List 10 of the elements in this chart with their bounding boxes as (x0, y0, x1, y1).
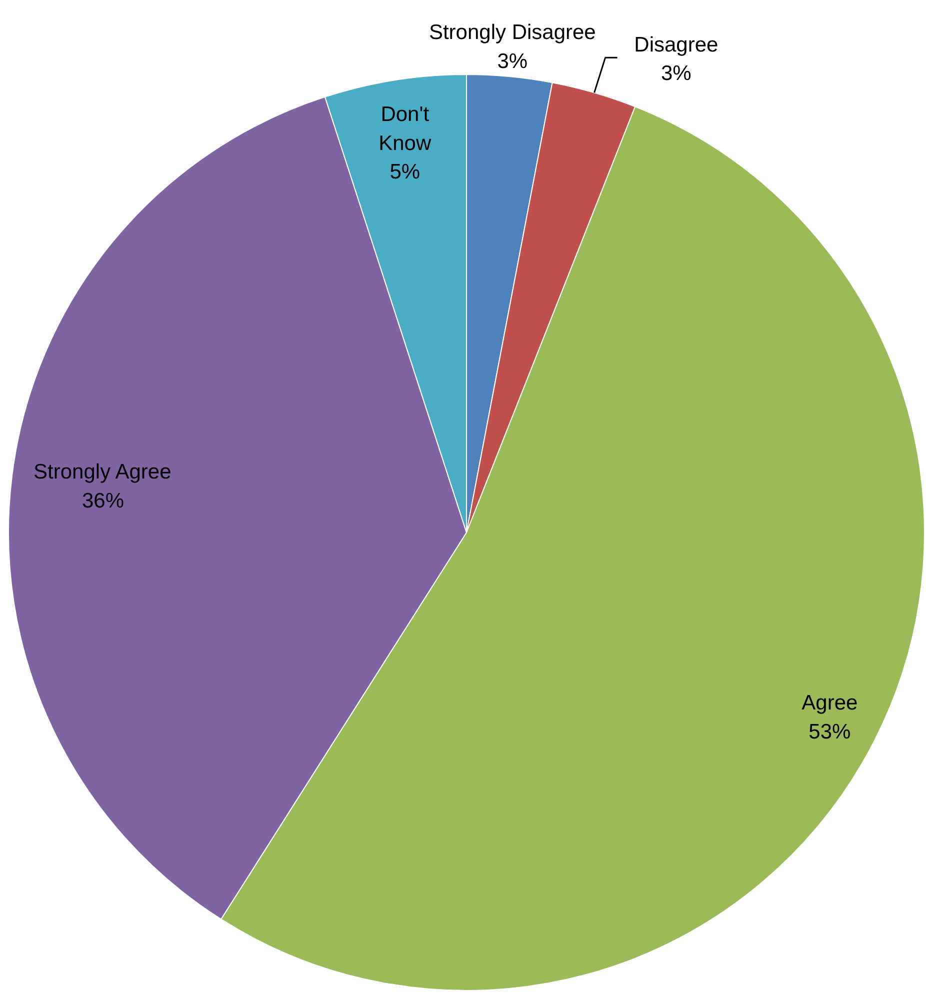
slice-label: Strongly Agree (34, 460, 172, 484)
data-label: 36% (82, 489, 124, 512)
slice-label: Disagree (634, 33, 718, 56)
data-label: 5% (390, 160, 420, 184)
slice-label: Don't Know (378, 103, 432, 155)
data-label: 3% (661, 62, 692, 86)
slice-label: Strongly Disagree (428, 21, 596, 44)
data-label: 3% (497, 50, 528, 73)
slice-label: Agree (802, 692, 858, 715)
data-label: 53% (808, 720, 851, 744)
